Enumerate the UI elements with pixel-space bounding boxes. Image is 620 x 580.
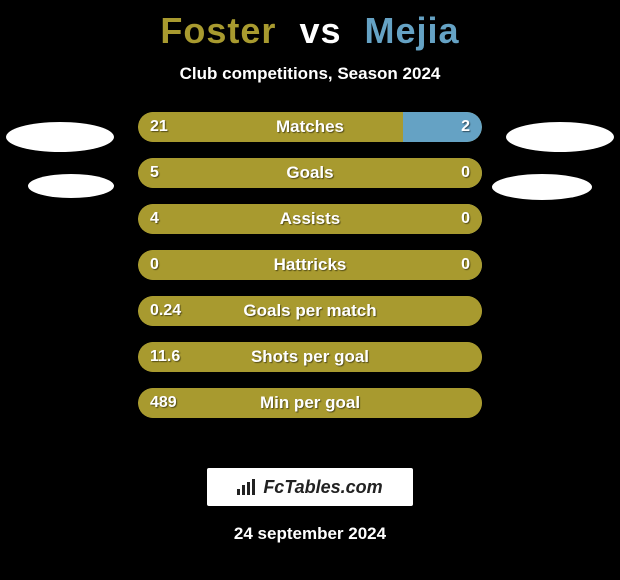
- logo: FcTables.com: [237, 477, 382, 498]
- chart-icon: [237, 479, 257, 495]
- stat-bar-row: 50Goals: [138, 158, 482, 188]
- comparison-content: 212Matches50Goals40Assists00Hattricks0.2…: [0, 122, 620, 442]
- stat-bar-row: 212Matches: [138, 112, 482, 142]
- logo-box[interactable]: FcTables.com: [207, 468, 413, 506]
- subtitle: Club competitions, Season 2024: [0, 64, 620, 84]
- comparison-title: Foster vs Mejia: [0, 0, 620, 52]
- stat-label: Hattricks: [138, 250, 482, 280]
- stat-label: Min per goal: [138, 388, 482, 418]
- stat-bar-row: 489Min per goal: [138, 388, 482, 418]
- vs-separator: vs: [299, 10, 341, 51]
- player2-photo-placeholder-small: [492, 174, 592, 200]
- stat-label: Goals per match: [138, 296, 482, 326]
- logo-text: FcTables.com: [263, 477, 382, 498]
- date: 24 september 2024: [0, 524, 620, 544]
- player1-photo-placeholder-small: [28, 174, 114, 198]
- stat-label: Shots per goal: [138, 342, 482, 372]
- stat-bar-row: 40Assists: [138, 204, 482, 234]
- player2-photo-placeholder-large: [506, 122, 614, 152]
- stat-bar-row: 11.6Shots per goal: [138, 342, 482, 372]
- stat-label: Assists: [138, 204, 482, 234]
- stat-label: Goals: [138, 158, 482, 188]
- stat-label: Matches: [138, 112, 482, 142]
- stat-bar-row: 00Hattricks: [138, 250, 482, 280]
- player2-name: Mejia: [365, 10, 460, 51]
- player1-name: Foster: [160, 10, 276, 51]
- player1-photo-placeholder-large: [6, 122, 114, 152]
- stat-bars: 212Matches 50Goals 40Assists 00Hattricks 0.2…: [138, 112, 482, 434]
- stat-bar-row: 0.24Goals per match: [138, 296, 482, 326]
